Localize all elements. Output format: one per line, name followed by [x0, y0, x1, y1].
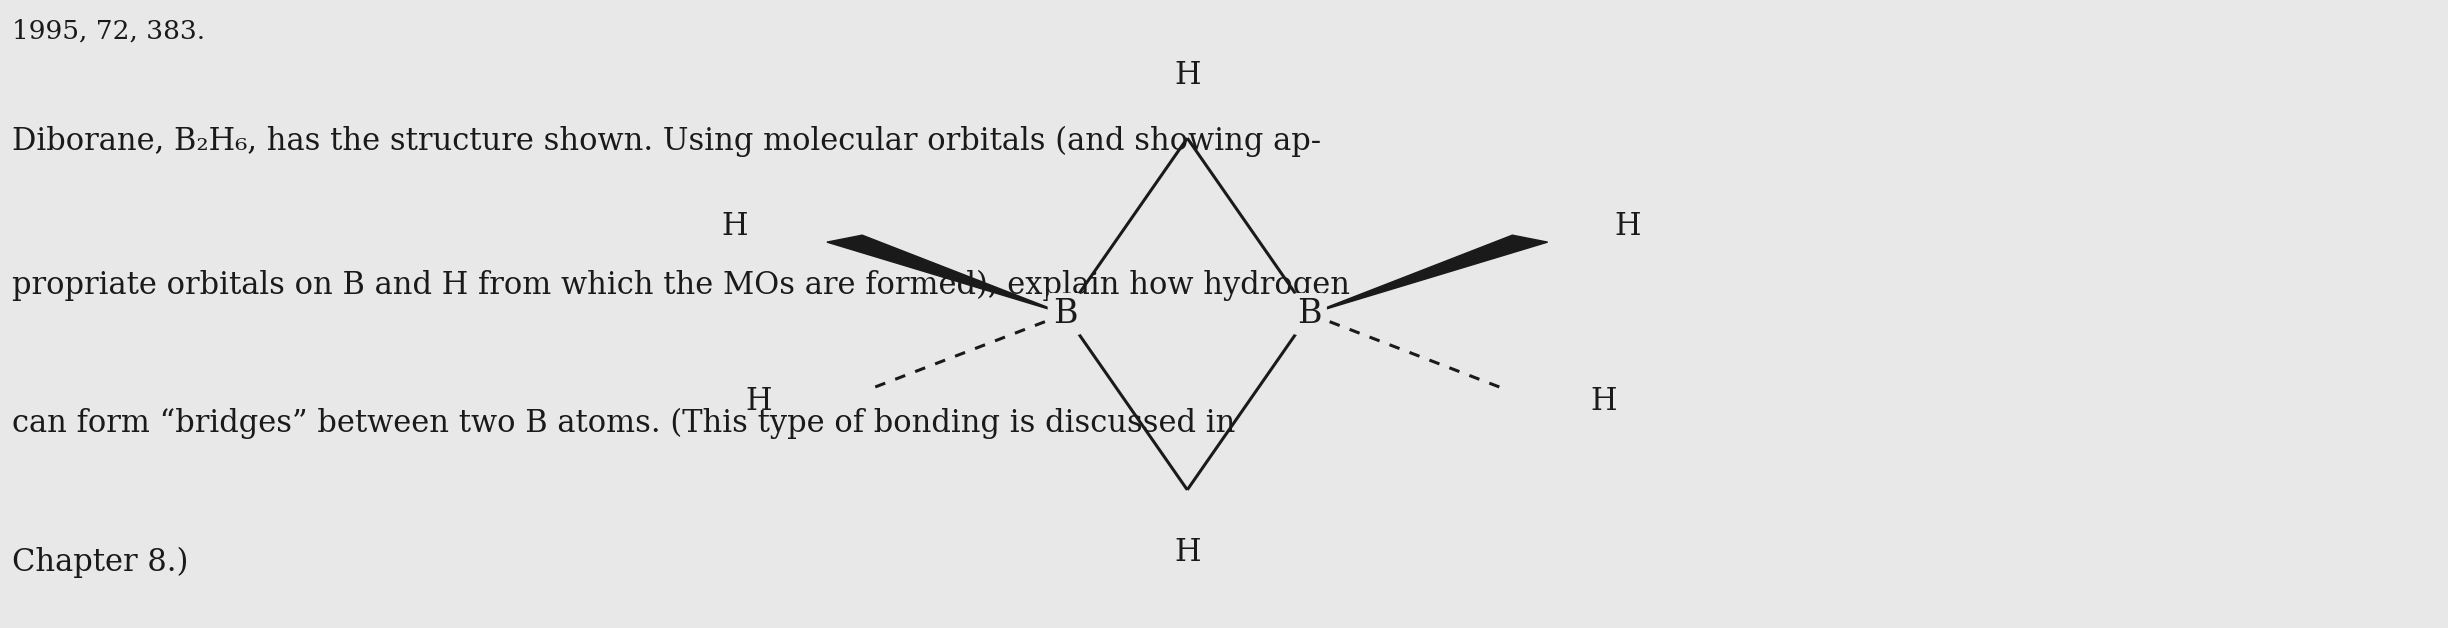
Text: H: H [1616, 210, 1640, 242]
Text: Chapter 8.): Chapter 8.) [12, 546, 188, 578]
Text: B: B [1053, 298, 1077, 330]
Text: H: H [1175, 537, 1200, 568]
Polygon shape [1310, 235, 1547, 314]
Text: Diborane, B₂H₆, has the structure shown. Using molecular orbitals (and showing a: Diborane, B₂H₆, has the structure shown.… [12, 126, 1322, 157]
Text: 1995, 72, 383.: 1995, 72, 383. [12, 19, 206, 44]
Text: H: H [1591, 386, 1616, 418]
Text: B: B [1297, 298, 1322, 330]
Text: H: H [1175, 60, 1200, 91]
Text: can form “bridges” between two B atoms. (This type of bonding is discussed in: can form “bridges” between two B atoms. … [12, 408, 1236, 440]
Text: H: H [722, 210, 747, 242]
Polygon shape [827, 235, 1065, 314]
Text: H: H [747, 386, 771, 418]
Text: propriate orbitals on B and H from which the MOs are formed), explain how hydrog: propriate orbitals on B and H from which… [12, 270, 1351, 301]
